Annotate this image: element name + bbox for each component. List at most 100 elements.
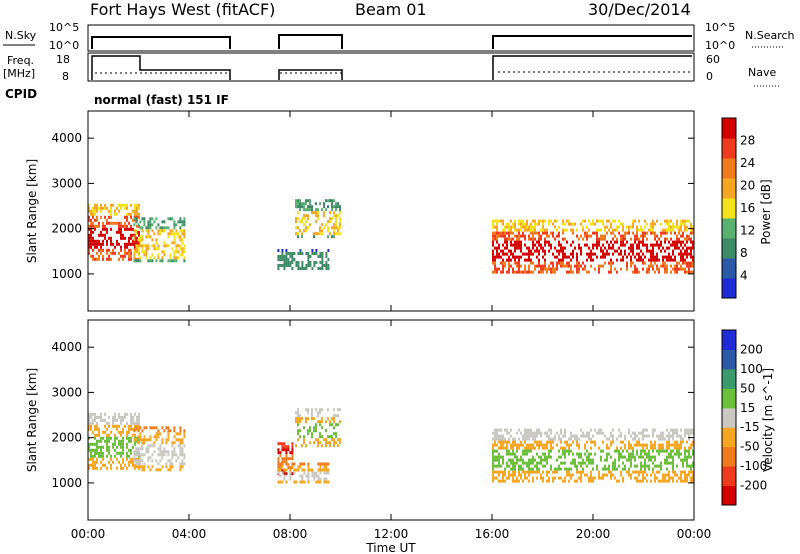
- data-cell: [598, 237, 600, 241]
- data-cell: [502, 470, 504, 474]
- data-cell: [96, 457, 98, 461]
- data-cell: [582, 431, 584, 435]
- data-cell: [289, 261, 292, 264]
- data-cell: [570, 264, 572, 268]
- data-cell: [532, 476, 534, 480]
- freq-strip: Freq. [MHz] 18 8 60 0 Nave: [3, 52, 779, 87]
- data-cell: [684, 470, 686, 474]
- data-cell: [508, 225, 510, 229]
- data-cell: [528, 258, 530, 262]
- data-cell: [498, 231, 500, 235]
- data-cell: [530, 467, 532, 471]
- data-cell: [135, 426, 138, 430]
- data-cell: [536, 443, 538, 447]
- data-cell: [139, 438, 142, 442]
- data-cell: [307, 468, 310, 472]
- colorbar-cell: [722, 368, 736, 389]
- data-cell: [528, 470, 530, 474]
- data-cell: [648, 455, 650, 459]
- data-cell: [560, 258, 562, 262]
- data-cell: [133, 229, 136, 233]
- data-cell: [578, 264, 580, 268]
- data-cell: [602, 431, 604, 435]
- data-cell: [153, 426, 156, 430]
- data-cell: [526, 228, 528, 232]
- data-cell: [159, 232, 162, 236]
- data-cell: [598, 243, 600, 247]
- data-cell: [590, 476, 592, 480]
- data-cell: [520, 464, 522, 468]
- data-cell: [90, 236, 92, 240]
- data-cell: [674, 431, 676, 435]
- data-cell: [110, 454, 112, 458]
- data-cell: [540, 219, 542, 223]
- data-cell: [686, 252, 688, 256]
- freq-label-line2: [MHz]: [3, 67, 35, 80]
- data-cell: [173, 447, 176, 451]
- data-cell: [339, 441, 341, 445]
- data-cell: [141, 429, 144, 433]
- data-cell: [642, 443, 644, 447]
- data-cell: [498, 461, 500, 465]
- data-cell: [311, 474, 314, 478]
- data-cell: [652, 461, 654, 465]
- data-cell: [339, 217, 341, 221]
- data-cell: [498, 437, 500, 441]
- data-cell: [584, 267, 586, 271]
- data-cell: [100, 454, 102, 458]
- data-cell: [141, 229, 144, 233]
- data-cell: [646, 428, 648, 432]
- data-cell: [686, 464, 688, 468]
- data-cell: [596, 219, 598, 223]
- data-cell: [640, 234, 642, 238]
- data-cell: [112, 460, 114, 464]
- data-cell: [564, 455, 566, 459]
- data-cell: [317, 420, 319, 424]
- data-cell: [167, 453, 170, 457]
- data-cell: [96, 242, 98, 246]
- data-cell: [558, 467, 560, 471]
- data-cell: [325, 208, 327, 212]
- data-cell: [682, 464, 684, 468]
- data-cell: [620, 431, 622, 435]
- data-cell: [618, 458, 620, 462]
- data-cell: [518, 234, 520, 238]
- data-cell: [652, 255, 654, 259]
- data-cell: [126, 457, 128, 461]
- data-cell: [516, 237, 518, 241]
- data-cell: [92, 463, 94, 467]
- data-cell: [157, 232, 160, 236]
- data-cell: [137, 441, 140, 445]
- data-cell: [128, 254, 130, 258]
- data-cell: [494, 476, 496, 480]
- data-cell: [576, 440, 578, 444]
- data-cell: [650, 458, 652, 462]
- data-cell: [512, 467, 514, 471]
- data-cell: [98, 415, 100, 419]
- data-cell: [100, 412, 102, 416]
- data-cell: [285, 255, 288, 258]
- data-cell: [100, 233, 102, 237]
- data-cell: [327, 226, 329, 230]
- data-cell: [580, 222, 582, 226]
- data-cell: [598, 473, 600, 477]
- data-cell: [303, 223, 305, 227]
- data-cell: [616, 225, 618, 229]
- data-cell: [550, 440, 552, 444]
- data-cell: [183, 250, 186, 254]
- data-cell: [94, 224, 96, 228]
- data-cell: [648, 258, 650, 262]
- data-cell: [175, 453, 178, 457]
- data-cell: [96, 460, 98, 464]
- data-cell: [606, 443, 608, 447]
- data-cell: [586, 243, 588, 247]
- data-cell: [602, 249, 604, 253]
- data-cell: [634, 264, 636, 268]
- data-cell: [136, 421, 138, 425]
- data-cell: [502, 476, 504, 480]
- data-cell: [544, 237, 546, 241]
- data-cell: [124, 424, 126, 428]
- data-cell: [636, 440, 638, 444]
- data-cell: [118, 430, 120, 434]
- data-cell: [327, 435, 329, 439]
